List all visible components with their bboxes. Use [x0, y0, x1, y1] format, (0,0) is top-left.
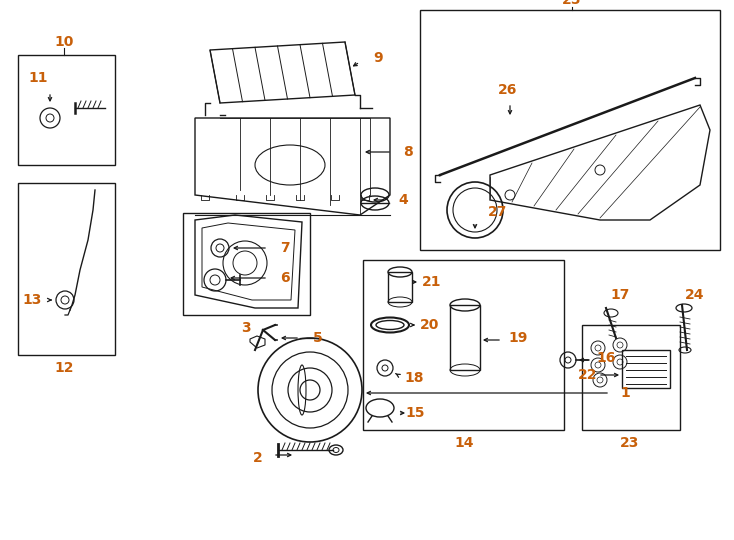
Bar — [622, 350, 670, 388]
Text: 11: 11 — [28, 71, 48, 85]
Text: 13: 13 — [22, 293, 42, 307]
Bar — [388, 272, 412, 302]
Text: 22: 22 — [578, 368, 597, 382]
Text: 4: 4 — [398, 193, 408, 207]
Text: 7: 7 — [280, 241, 290, 255]
Text: 2: 2 — [253, 451, 263, 465]
Text: 18: 18 — [404, 371, 424, 385]
Text: 16: 16 — [596, 351, 616, 365]
Bar — [450, 305, 480, 370]
Text: 9: 9 — [373, 51, 383, 65]
Text: 20: 20 — [421, 318, 440, 332]
Bar — [420, 10, 720, 250]
Text: 17: 17 — [610, 288, 630, 302]
Bar — [18, 183, 115, 355]
Text: 12: 12 — [54, 361, 73, 375]
Text: 14: 14 — [454, 436, 473, 450]
Text: 3: 3 — [241, 321, 251, 335]
Bar — [582, 325, 680, 430]
Text: 15: 15 — [405, 406, 425, 420]
Bar — [18, 55, 115, 165]
Text: 6: 6 — [280, 271, 290, 285]
Text: 8: 8 — [403, 145, 413, 159]
Text: 25: 25 — [562, 0, 582, 7]
Text: 21: 21 — [422, 275, 442, 289]
Text: 24: 24 — [686, 288, 705, 302]
Text: 23: 23 — [620, 436, 640, 450]
Text: 1: 1 — [620, 386, 630, 400]
Bar — [363, 260, 564, 430]
Text: 5: 5 — [313, 331, 323, 345]
Bar — [183, 213, 310, 315]
Text: 10: 10 — [54, 35, 73, 49]
Text: 27: 27 — [488, 205, 508, 219]
Text: 26: 26 — [498, 83, 517, 97]
Text: 19: 19 — [509, 331, 528, 345]
